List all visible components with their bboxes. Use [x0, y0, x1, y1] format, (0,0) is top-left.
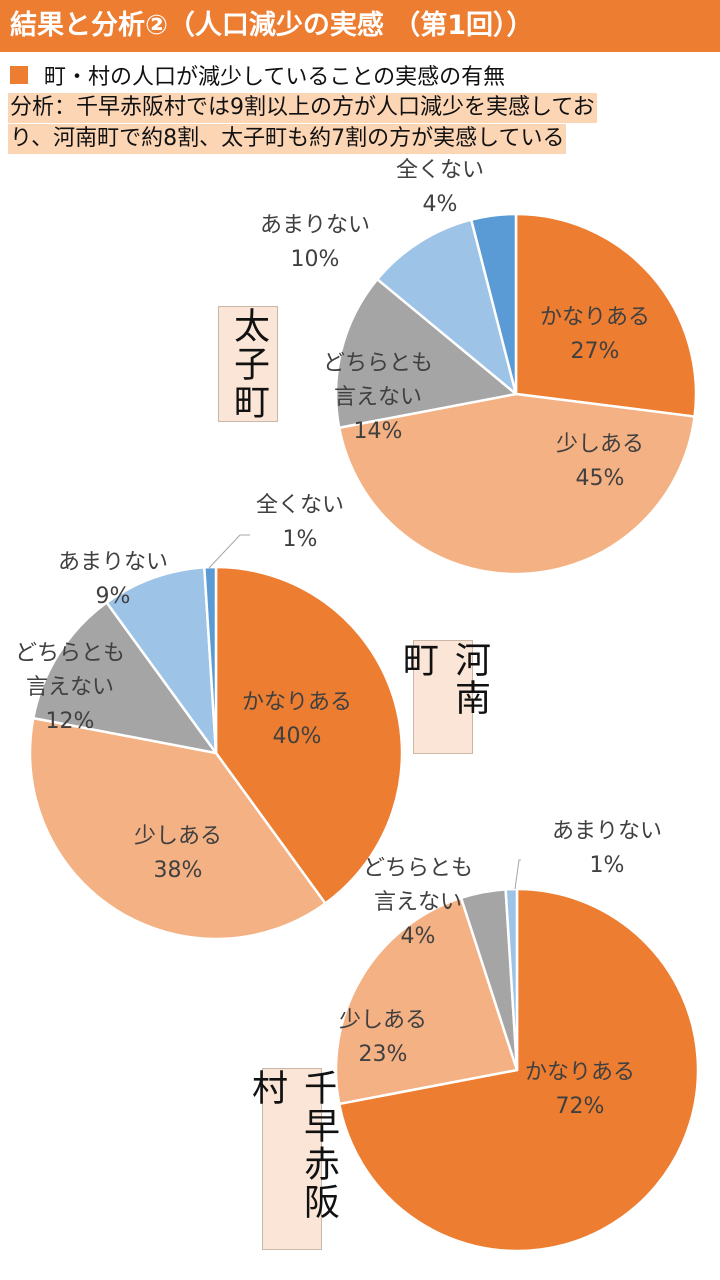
data-label-taishi-dochira-tomo: 14%: [354, 419, 403, 444]
legend-label: 町・村の人口が減少していることの実感の有無: [44, 65, 506, 90]
page-title: 結果と分析②（人口減少の実感 （第1回））: [10, 10, 534, 41]
data-label-taishi-sukoshi-aru: 少しある: [556, 432, 644, 457]
data-label-chihaya-amari-nai: 1%: [590, 853, 625, 878]
data-label-kanan-dochira-tomo: 12%: [46, 709, 95, 734]
pie-slice-taishi-kanari-aru: [514, 212, 698, 418]
data-label-taishi-dochira-tomo: 言えない: [334, 385, 422, 410]
data-label-taishi-amari-nai: あまりない: [260, 213, 370, 238]
data-label-chihaya-dochira-tomo: 言えない: [374, 890, 462, 915]
data-label-chihaya-dochira-tomo: どちらとも: [363, 856, 473, 881]
data-label-kanan-dochira-tomo: どちらとも: [15, 641, 125, 666]
pie-slice-chihaya-sukoshi-aru: [334, 896, 519, 1106]
data-label-taishi-dochira-tomo: どちらとも: [323, 351, 433, 376]
header-bar: 結果と分析②（人口減少の実感 （第1回））: [0, 0, 720, 52]
pie-slice-kanan-sukoshi-aru: [28, 716, 327, 941]
data-label-chihaya-sukoshi-aru: 少しある: [339, 1008, 427, 1033]
data-label-chihaya-dochira-tomo: 4%: [401, 924, 436, 949]
data-label-kanan-kanari-aru: 40%: [273, 724, 322, 749]
data-label-taishi-mattaku-nai: 4%: [423, 192, 458, 217]
data-label-chihaya-amari-nai: あまりない: [552, 819, 662, 844]
data-label-chihaya-kanari-aru: かなりある: [525, 1060, 635, 1085]
data-label-chihaya-sukoshi-aru: 23%: [359, 1042, 408, 1067]
data-label-kanan-kanari-aru: かなりある: [242, 690, 352, 715]
data-label-kanan-amari-nai: 9%: [96, 584, 131, 609]
data-label-kanan-sukoshi-aru: 38%: [154, 858, 203, 883]
legend-row: 町・村の人口が減少していることの実感の有無: [10, 58, 505, 92]
analysis-text-line-2: り、河南町で約8割、太子町も約7割の方が実感している: [8, 124, 567, 154]
data-label-kanan-dochira-tomo: 言えない: [26, 675, 114, 700]
data-label-taishi-kanari-aru: かなりある: [540, 305, 650, 330]
data-label-kanan-amari-nai: あまりない: [58, 550, 168, 575]
data-label-taishi-mattaku-nai: 全くない: [396, 158, 484, 183]
pie-slice-kanan-amari-nai: [105, 566, 218, 755]
legend-square-icon: [10, 66, 28, 84]
pie-slice-taishi-dochira-tomo: [334, 278, 518, 429]
data-label-chihaya-kanari-aru: 72%: [556, 1094, 605, 1119]
leader-line-chihaya-amari-nai: [514, 859, 521, 890]
analysis-text-line-1: 分析：千早赤阪村では9割以上の方が人口減少を実感してお: [8, 93, 597, 123]
pie-slice-chihaya-amari-nai: [504, 887, 519, 1072]
data-label-taishi-sukoshi-aru: 45%: [576, 466, 625, 491]
town-label-taishi: 太子町: [218, 306, 278, 422]
data-label-taishi-kanari-aru: 27%: [571, 339, 620, 364]
pie-slice-chihaya-kanari-aru: [337, 887, 700, 1253]
pie-slice-kanan-dochira-tomo: [32, 601, 218, 755]
pie-slice-taishi-mattaku-nai: [469, 212, 518, 396]
pie-slice-kanan-kanari-aru: [214, 565, 404, 905]
leader-line-kanan-mattaku-nai: [208, 534, 250, 569]
data-label-taishi-amari-nai: 10%: [291, 247, 340, 272]
pie-slice-taishi-sukoshi-aru: [337, 392, 696, 576]
data-label-kanan-sukoshi-aru: 少しある: [134, 824, 222, 849]
data-label-kanan-mattaku-nai: 全くない: [256, 493, 344, 518]
data-label-kanan-mattaku-nai: 1%: [283, 527, 318, 552]
